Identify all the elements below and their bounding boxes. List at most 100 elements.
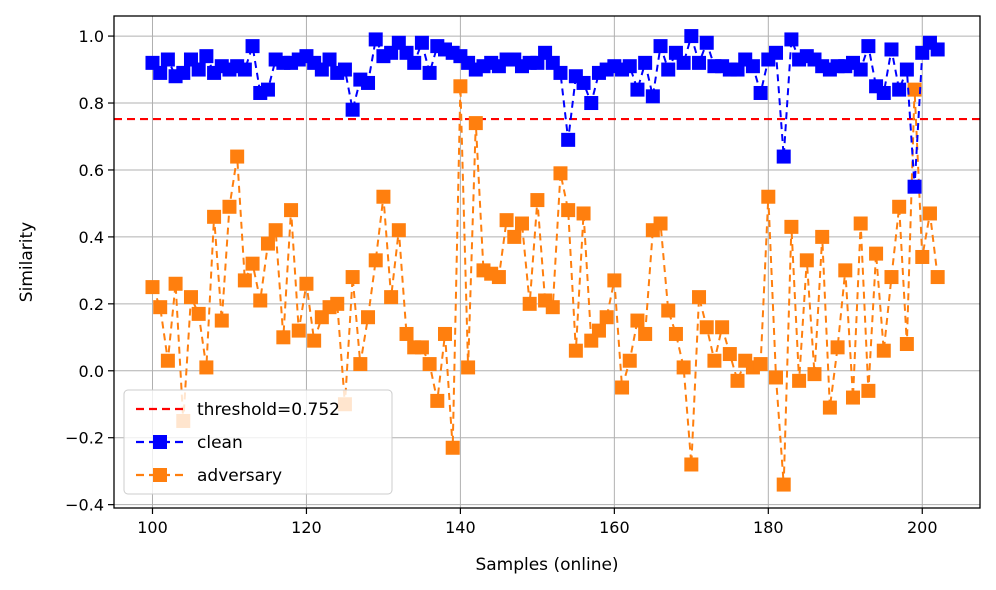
adversary-point [276,330,291,345]
adversary-point [399,326,414,341]
clean-point [684,29,699,44]
adversary-point [922,206,937,221]
adversary-point [545,300,560,315]
clean-point [699,35,714,50]
clean-point [622,59,637,74]
axis-ticks: 100 120 140 160 180 200 −0.4 −0.2 0.0 0.2 0.4 0.6 0.… [65,27,937,537]
adversary-point [884,270,899,285]
clean-point [176,65,191,80]
adversary-point [207,209,222,224]
adversary-point [391,223,406,238]
legend-clean-label: clean [197,433,243,453]
adversary-point [715,320,730,335]
adversary-point [661,303,676,318]
adversary-point [822,400,837,415]
adversary-point [291,323,306,338]
legend-adversary-marker [153,468,167,482]
adversary-point [260,236,275,251]
adversary-point [869,246,884,261]
adversary-point [268,223,283,238]
clean-point [892,82,907,97]
y-tick-label: 0.4 [79,228,104,247]
adversary-point [838,263,853,278]
adversary-point [792,373,807,388]
series-adversary [145,79,945,492]
adversary-point [845,390,860,405]
clean-point [422,65,437,80]
clean-point [584,96,599,111]
adversary-point [307,333,322,348]
adversary-point [530,193,545,208]
adversary-point [638,326,653,341]
adversary-point [607,273,622,288]
clean-point [407,55,422,70]
adversary-point [776,477,791,492]
clean-point [638,55,653,70]
adversary-point [784,219,799,234]
adversary-point [815,229,830,244]
y-axis-label: Similarity [17,222,37,302]
adversary-point [445,440,460,455]
clean-point [245,39,260,54]
adversary-point [753,357,768,372]
clean-point [884,42,899,57]
adversary-point [668,326,683,341]
adversary-point [568,343,583,358]
adversary-point [353,357,368,372]
adversary-point [214,313,229,328]
clean-point [784,32,799,47]
adversary-point [438,326,452,341]
clean-point [876,85,891,100]
clean-point [414,35,429,50]
y-tick-label: 0.2 [79,295,104,314]
adversary-point [222,199,237,214]
adversary-point [299,276,314,291]
adversary-point [684,457,699,472]
adversary-point [199,360,214,375]
adversary-point [676,360,691,375]
adversary-point [915,249,930,264]
legend: threshold=0.752 clean adversary [123,389,393,495]
clean-point [930,42,945,57]
adversary-point [591,323,606,338]
adversary-point [183,290,198,305]
y-tick-label: −0.2 [65,429,104,448]
legend-threshold-label: threshold=0.752 [197,400,340,420]
clean-point [361,75,376,90]
adversary-point [599,310,614,325]
clean-point [776,149,791,164]
adversary-point [761,189,776,204]
clean-point [322,52,337,67]
adversary-point [507,229,522,244]
adversary-point [692,290,707,305]
x-tick-label: 120 [291,518,322,537]
adversary-point [153,300,168,315]
clean-point [199,49,214,64]
clean-point [692,55,707,70]
adversary-point [384,290,399,305]
adversary-point [730,373,745,388]
adversary-point [461,360,476,375]
adversary-point [345,270,360,285]
series-clean [145,29,945,194]
adversary-point [699,320,714,335]
x-tick-label: 180 [753,518,784,537]
adversary-point [907,82,922,97]
y-tick-label: −0.4 [65,496,104,515]
adversary-point [491,270,506,285]
adversary-point [330,296,345,311]
clean-point [907,179,922,194]
adversary-point [245,256,260,271]
y-tick-label: 0.6 [79,161,104,180]
adversary-point [622,353,637,368]
clean-point [345,102,360,117]
clean-point [630,82,645,97]
adversary-point [145,280,160,295]
adversary-point [615,380,630,395]
adversary-point [430,393,445,408]
x-tick-label: 100 [137,518,168,537]
clean-point [745,59,760,74]
legend-box [123,389,393,495]
clean-point [237,62,252,77]
